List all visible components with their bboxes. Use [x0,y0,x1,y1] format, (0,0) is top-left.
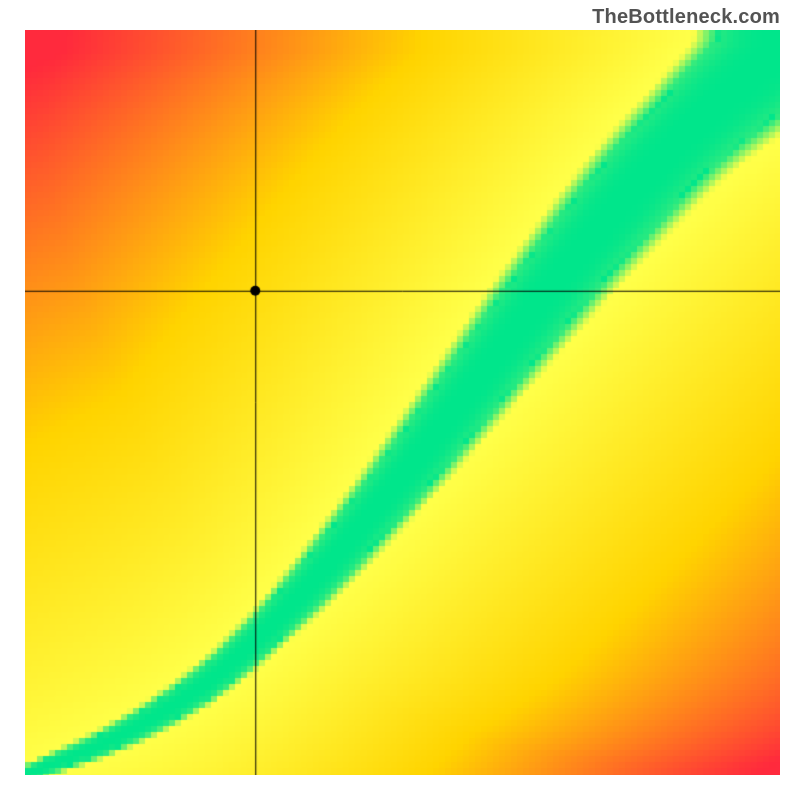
chart-container: TheBottleneck.com [0,0,800,800]
watermark-text: TheBottleneck.com [592,6,780,29]
plot-area [25,30,780,775]
heatmap-canvas [25,30,780,775]
